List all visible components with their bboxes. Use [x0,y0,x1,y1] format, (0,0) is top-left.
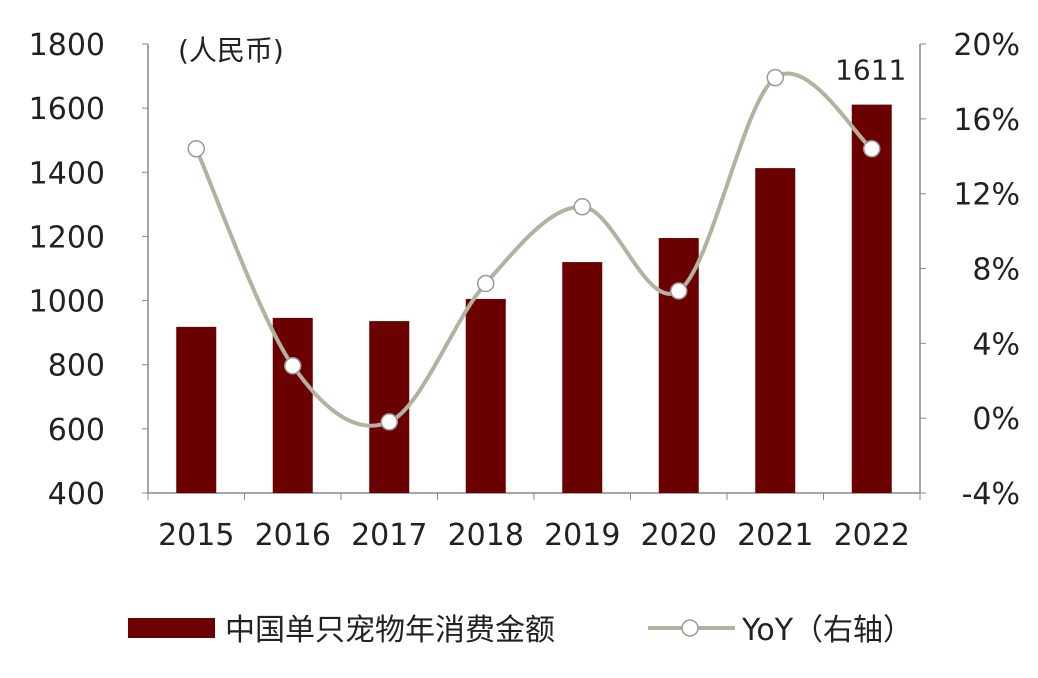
bar-2018 [465,298,506,493]
left-tick-label: 400 [48,477,105,512]
left-tick-label: 1400 [29,156,105,191]
bar-2019 [562,262,603,493]
right-tick-label: 8% [972,253,1020,288]
x-tick-label: 2018 [448,518,524,553]
bar-2017 [369,321,410,493]
legend-bar-swatch [128,618,215,638]
left-tick-label: 600 [48,413,105,448]
x-tick-label: 2015 [158,518,234,553]
yoy-point-2020 [670,282,688,300]
bar-2015 [176,326,217,493]
right-tick-label: 16% [953,103,1020,138]
right-tick-label: 4% [972,327,1020,362]
bar-2022 [851,104,892,494]
left-tick-label: 1200 [29,220,105,255]
left-tick-label: 1000 [29,285,105,320]
left-tick-label: 800 [48,349,105,384]
left-tick-label: 1600 [29,92,105,127]
yoy-point-2018 [477,274,495,293]
legend-bar-label: 中国单只宠物年消费金额 [225,613,555,648]
right-tick-label: 12% [953,178,1020,213]
x-tick-label: 2017 [351,518,427,553]
legend-line-marker [681,619,699,637]
x-tick-label: 2022 [834,518,910,553]
x-tick-label: 2016 [255,518,331,553]
right-tick-label: 20% [953,28,1020,63]
x-tick-label: 2021 [737,518,813,553]
bar-2021 [755,168,796,493]
left-tick-label: 1800 [29,28,105,63]
right-tick-label: 0% [972,402,1020,437]
x-tick-label: 2020 [641,518,717,553]
right-tick-label: -4% [962,477,1020,512]
yoy-point-2015 [187,140,205,158]
data-label: 1611 [835,54,906,87]
yoy-point-2019 [573,198,591,216]
bar-2020 [658,238,699,493]
yoy-point-2017 [380,413,398,431]
yoy-point-2021 [766,68,784,87]
x-tick-label: 2019 [544,518,620,553]
yoy-point-2022 [863,140,881,158]
unit-label: (人民币) [178,34,284,67]
yoy-point-2016 [284,357,302,375]
legend-line-label: YoY（右轴） [741,613,913,648]
